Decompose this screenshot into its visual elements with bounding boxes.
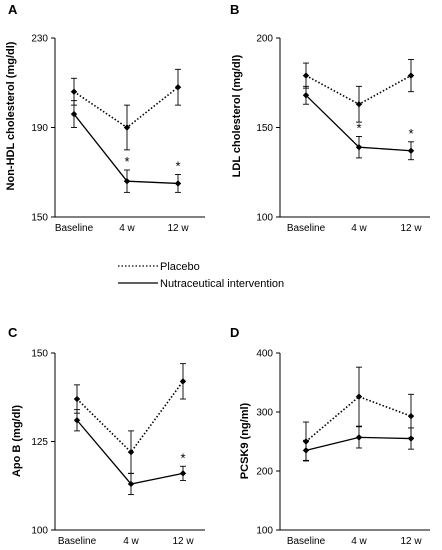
data-point-nutraceutical — [123, 178, 131, 185]
y-axis-label: LDL cholesterol (mg/dl) — [231, 54, 243, 177]
series-line-placebo — [305, 74, 412, 106]
panel-c: C Apo B (mg/dl) 100 125 150 Baseline 4 w 12 w… — [8, 325, 205, 547]
y-tick-label: 100 — [256, 526, 273, 537]
y-tick-label: 300 — [256, 408, 273, 419]
panel-label: C — [8, 325, 18, 340]
x-tick-label: Baseline — [287, 223, 326, 234]
panel-a: A Non-HDL cholesterol (mg/dl) 150 190 230 B… — [5, 2, 205, 234]
data-point-placebo — [73, 395, 81, 403]
x-tick-label: 4 w — [351, 536, 367, 547]
data-point-nutraceutical — [407, 147, 415, 154]
y-tick-label: 400 — [256, 349, 273, 360]
x-tick-label: 4 w — [351, 223, 367, 234]
panel-label: B — [230, 2, 239, 17]
series-line-placebo — [305, 395, 412, 443]
panel-label: D — [230, 325, 239, 340]
x-tick-label: 4 w — [123, 536, 139, 547]
x-tick-label: 12 w — [400, 223, 422, 234]
panel-b: B LDL cholesterol (mg/dl) 100 150 200 Basel… — [230, 2, 430, 234]
panel-label: A — [8, 2, 18, 17]
plot-area-d: 100 200 300 400 Baseline 4 w 12 w — [256, 349, 430, 547]
x-tick-label: Baseline — [287, 536, 326, 547]
y-axis-label: Apo B (mg/dl) — [11, 405, 23, 477]
data-point-placebo — [355, 393, 363, 400]
legend-label-placebo: Placebo — [160, 261, 200, 273]
data-point-nutraceutical — [127, 480, 135, 488]
data-point-nutraceutical — [174, 180, 182, 187]
y-axis-label: Non-HDL cholesterol (mg/dl) — [5, 41, 17, 190]
legend: Placebo Nutraceutical intervention — [118, 261, 284, 290]
legend-label-nutraceutical: Nutraceutical intervention — [160, 278, 284, 290]
x-tick-label: Baseline — [58, 536, 97, 547]
data-point-nutraceutical — [355, 143, 363, 151]
significance-marker: * — [408, 126, 413, 141]
series-line-nutraceutical — [73, 113, 179, 185]
y-axis-label: PCSK9 (ng/ml) — [239, 402, 251, 479]
y-tick-label: 100 — [31, 526, 48, 537]
series-line-placebo — [76, 380, 184, 454]
significance-marker: * — [175, 158, 180, 173]
significance-marker: * — [356, 120, 361, 135]
data-point-nutraceutical — [179, 470, 187, 477]
plot-area-c: 100 125 150 Baseline 4 w 12 w * — [31, 349, 205, 547]
data-point-placebo — [179, 378, 187, 385]
y-tick-label: 150 — [31, 213, 48, 224]
data-point-placebo — [302, 72, 310, 79]
y-tick-label: 150 — [256, 123, 273, 134]
data-point-nutraceutical — [355, 434, 363, 441]
y-tick-label: 125 — [31, 437, 48, 448]
plot-area-a: 150 190 230 Baseline 4 w 12 w * * — [31, 34, 205, 234]
data-point-placebo — [355, 101, 363, 108]
x-tick-label: 12 w — [400, 536, 422, 547]
data-point-placebo — [123, 124, 131, 131]
significance-marker: * — [180, 450, 185, 465]
x-tick-label: 4 w — [119, 223, 135, 234]
data-point-nutraceutical — [302, 447, 310, 454]
data-point-placebo — [127, 448, 135, 456]
y-tick-label: 150 — [31, 349, 48, 360]
x-tick-label: Baseline — [55, 223, 94, 234]
y-tick-label: 200 — [256, 467, 273, 478]
y-tick-label: 200 — [256, 34, 273, 45]
plot-area-b: 100 150 200 Baseline 4 w 12 w * * — [256, 34, 430, 234]
y-tick-label: 230 — [31, 34, 48, 45]
y-tick-label: 190 — [31, 123, 48, 134]
data-point-placebo — [70, 88, 78, 95]
series-line-placebo — [73, 86, 179, 129]
x-tick-label: 12 w — [172, 536, 194, 547]
data-point-placebo — [174, 84, 182, 91]
y-tick-label: 100 — [256, 213, 273, 224]
data-point-nutraceutical — [407, 435, 415, 442]
data-point-placebo — [407, 412, 415, 420]
x-tick-label: 12 w — [167, 223, 189, 234]
data-point-placebo — [407, 72, 415, 79]
significance-marker: * — [124, 154, 129, 169]
data-point-nutraceutical — [302, 92, 310, 99]
data-point-nutraceutical — [73, 417, 81, 424]
data-point-nutraceutical — [70, 110, 78, 118]
